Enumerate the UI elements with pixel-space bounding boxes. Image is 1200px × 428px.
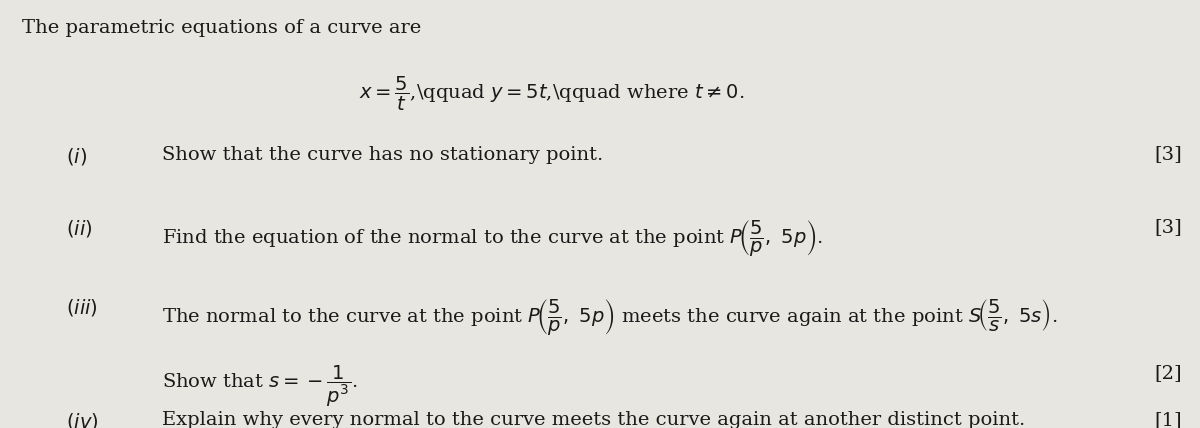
Text: $\mathit{(iii)}$: $\mathit{(iii)}$ (66, 297, 98, 318)
Text: [1]: [1] (1154, 411, 1182, 428)
Text: $x = \dfrac{5}{t}$,\qquad $y = 5t$,\qquad where $t \neq 0$.: $x = \dfrac{5}{t}$,\qquad $y = 5t$,\qqua… (359, 75, 745, 113)
Text: [3]: [3] (1154, 218, 1182, 236)
Text: Show that the curve has no stationary point.: Show that the curve has no stationary po… (162, 146, 604, 163)
Text: $\mathit{(i)}$: $\mathit{(i)}$ (66, 146, 86, 166)
Text: The normal to the curve at the point $P\!\left(\dfrac{5}{p},\ 5p\right)$ meets t: The normal to the curve at the point $P\… (162, 297, 1057, 337)
Text: Show that $s = -\dfrac{1}{p^3}$.: Show that $s = -\dfrac{1}{p^3}$. (162, 364, 358, 409)
Text: The parametric equations of a curve are: The parametric equations of a curve are (22, 19, 421, 37)
Text: [2]: [2] (1154, 364, 1182, 382)
Text: Explain why every normal to the curve meets the curve again at another distinct : Explain why every normal to the curve me… (162, 411, 1025, 428)
Text: $\mathit{(ii)}$: $\mathit{(ii)}$ (66, 218, 92, 239)
Text: $\mathit{(iv)}$: $\mathit{(iv)}$ (66, 411, 98, 428)
Text: [3]: [3] (1154, 146, 1182, 163)
Text: Find the equation of the normal to the curve at the point $P\!\left(\dfrac{5}{p}: Find the equation of the normal to the c… (162, 218, 823, 258)
